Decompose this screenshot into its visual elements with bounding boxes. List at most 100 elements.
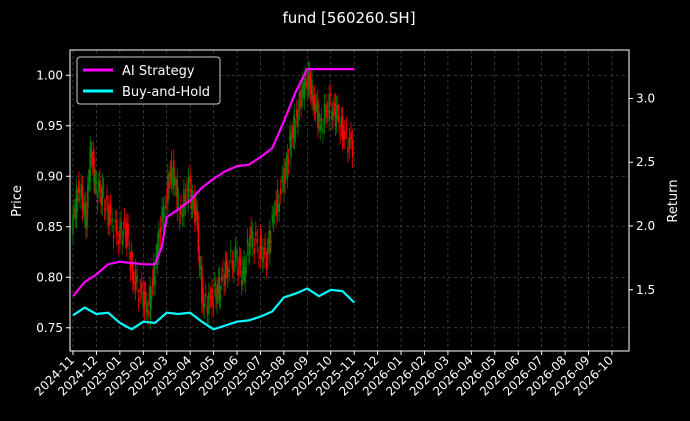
candle — [102, 187, 105, 189]
candle — [161, 207, 163, 222]
candle — [294, 129, 297, 133]
candle — [319, 124, 322, 131]
candle — [313, 95, 316, 111]
candle — [347, 147, 349, 153]
candle — [148, 294, 150, 296]
candle — [154, 276, 156, 286]
candle — [344, 130, 346, 140]
candle — [254, 231, 257, 237]
candle — [223, 283, 225, 286]
candle — [345, 127, 348, 129]
candle — [318, 112, 320, 122]
candle — [169, 170, 172, 179]
candle — [121, 240, 124, 245]
candle — [105, 209, 107, 211]
candle — [136, 275, 138, 283]
candle — [291, 134, 293, 138]
candle — [278, 203, 281, 212]
candle — [314, 104, 317, 113]
candle — [273, 211, 276, 215]
candle — [189, 174, 191, 183]
candle — [183, 189, 185, 217]
candle — [137, 299, 140, 301]
candle — [213, 282, 216, 287]
candle — [114, 219, 116, 222]
candle — [272, 216, 275, 223]
candle — [285, 161, 288, 171]
candle — [130, 251, 133, 258]
y-right-tick-label: 2.0 — [636, 219, 655, 233]
candle — [260, 238, 263, 250]
candle — [216, 294, 218, 304]
candle — [175, 186, 177, 188]
candle — [275, 200, 277, 216]
candle — [225, 261, 228, 269]
candle — [239, 258, 242, 267]
candle — [244, 267, 247, 283]
buy-and-hold-line — [72, 287, 355, 331]
candle — [279, 188, 282, 195]
candle — [242, 266, 244, 281]
candle — [271, 214, 273, 219]
candle — [237, 271, 239, 276]
candle — [306, 82, 309, 90]
candle — [340, 117, 343, 127]
candle — [171, 177, 174, 181]
candle — [134, 268, 137, 290]
candle — [81, 185, 84, 211]
candle — [97, 182, 100, 189]
candle — [281, 175, 284, 184]
candle — [95, 181, 98, 185]
candle — [128, 248, 131, 250]
candle — [87, 185, 89, 209]
candle — [243, 259, 245, 274]
candle — [131, 261, 134, 282]
candle — [172, 159, 175, 187]
candle — [312, 95, 314, 106]
candle — [119, 226, 121, 243]
candle — [348, 137, 351, 149]
candle — [326, 110, 329, 114]
candle — [247, 252, 250, 254]
candle — [331, 111, 333, 120]
candle — [74, 208, 77, 218]
candle — [158, 230, 160, 255]
candle — [209, 295, 212, 299]
candle — [323, 103, 326, 124]
candle — [249, 236, 251, 255]
chart-title: fund [560260.SH] — [282, 9, 415, 27]
candle — [179, 205, 182, 215]
candle — [192, 200, 195, 204]
candle — [328, 94, 330, 122]
candle — [78, 180, 80, 193]
candle — [75, 188, 78, 219]
candle — [311, 80, 313, 100]
plot-frame — [69, 49, 630, 352]
candle — [186, 188, 188, 192]
candle — [100, 196, 102, 204]
candle — [108, 212, 111, 226]
candle — [91, 162, 94, 165]
candle — [259, 234, 262, 259]
candle — [266, 247, 269, 261]
candle — [147, 310, 149, 316]
candle — [269, 229, 271, 255]
candle — [146, 302, 148, 313]
candle — [85, 202, 87, 229]
candle — [284, 168, 286, 185]
legend: AI Strategy Buy-and-Hold — [76, 56, 221, 105]
candle — [270, 240, 272, 243]
y-axis-right: 1.5 2.0 2.5 3.0 — [629, 91, 655, 297]
candle — [143, 291, 146, 313]
candle — [155, 253, 157, 260]
candle — [246, 238, 249, 246]
legend-label-buy-and-hold: Buy-and-Hold — [122, 85, 210, 100]
candle — [168, 182, 170, 189]
candle — [199, 265, 202, 270]
y-left-tick-label: 0.75 — [36, 321, 63, 335]
candle — [73, 209, 75, 211]
y-left-tick-label: 0.80 — [36, 270, 63, 284]
candle — [107, 205, 109, 225]
candle — [256, 238, 259, 244]
candle — [112, 234, 115, 239]
